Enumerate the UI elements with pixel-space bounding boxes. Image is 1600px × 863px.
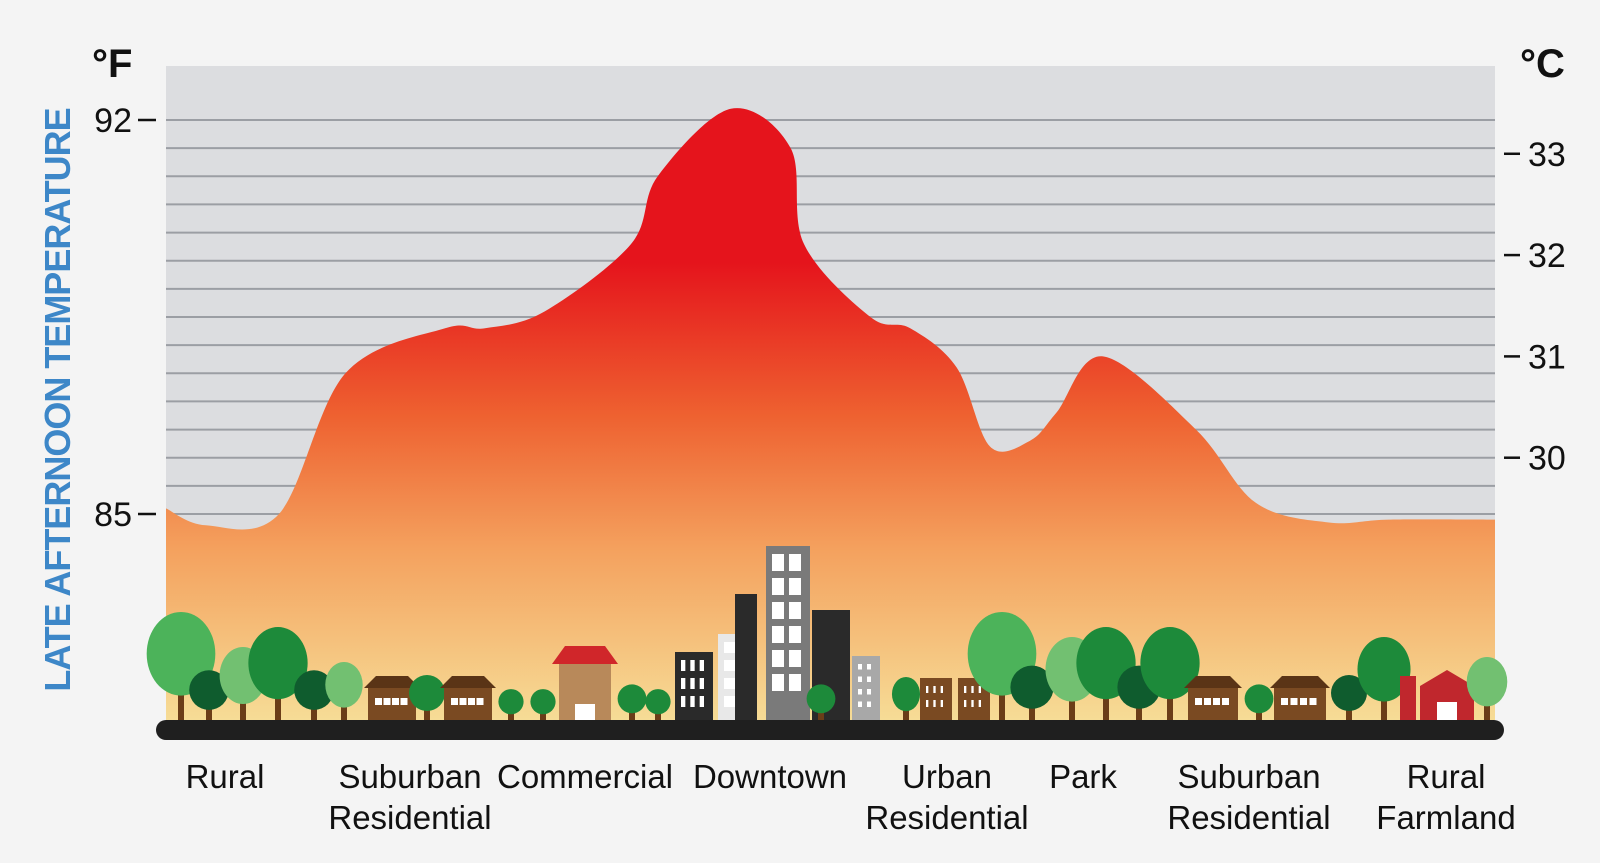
tree: [1140, 627, 1200, 722]
building: [766, 546, 810, 722]
tree: [530, 689, 556, 722]
right-tick-label: 33: [1528, 136, 1566, 174]
tree: [248, 627, 308, 722]
fahrenheit-unit: °F: [92, 42, 133, 86]
category-label: Rural Farmland: [1376, 758, 1516, 837]
tree: [1357, 637, 1411, 722]
category-label: Downtown: [692, 758, 848, 795]
building: [852, 656, 880, 722]
category-label: Commercial: [496, 758, 674, 795]
tree: [294, 670, 334, 722]
category-label: Urban Residential: [865, 758, 1029, 837]
y-axis-label: LATE AFTERNOON TEMPERATURE: [37, 108, 78, 692]
building: [675, 652, 713, 722]
tree: [617, 684, 647, 722]
tree: [891, 677, 921, 722]
tree: [1466, 657, 1508, 722]
category-label: Suburban Residential: [328, 758, 492, 837]
category-label: Park: [1049, 758, 1117, 795]
house: [364, 676, 420, 722]
category-label: Suburban Residential: [1167, 758, 1331, 837]
tree: [1244, 684, 1274, 722]
tree: [806, 684, 836, 722]
house: [1184, 676, 1242, 722]
right-tick-label: 31: [1528, 338, 1566, 376]
ground-line: [156, 720, 1504, 740]
celsius-unit: °C: [1520, 42, 1565, 86]
tree: [189, 670, 229, 722]
tree: [325, 662, 363, 722]
tree: [498, 689, 524, 722]
building: [920, 678, 952, 722]
tree: [645, 689, 671, 722]
left-tick-label: 85: [94, 496, 132, 534]
barn: [1400, 670, 1474, 722]
axis-ticks: 92 85 33 32 31 30: [94, 102, 1566, 534]
tree: [1331, 675, 1367, 722]
temperature-area: [166, 108, 1495, 721]
house: [440, 676, 496, 722]
house: [1270, 676, 1330, 722]
commercial-building: [552, 646, 618, 722]
tree: [1010, 665, 1054, 722]
right-tick-label: 30: [1528, 440, 1566, 478]
right-tick-label: 32: [1528, 237, 1566, 275]
building: [735, 594, 757, 722]
tree: [409, 675, 445, 722]
left-tick-label: 92: [94, 102, 132, 140]
category-label: Rural: [185, 758, 265, 795]
building: [958, 678, 990, 722]
landscape-illustration: [146, 546, 1508, 722]
